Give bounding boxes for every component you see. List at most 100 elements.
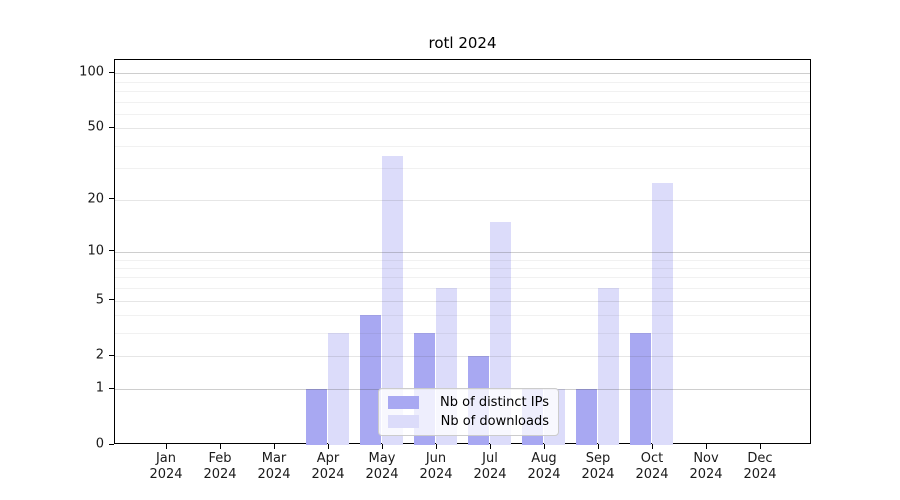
- x-tick-mark: [436, 444, 437, 449]
- bar-distinct-ips-sep-2024: [576, 389, 597, 445]
- x-tick-month: Jan: [155, 451, 177, 466]
- y-tick-label: 10: [87, 243, 104, 259]
- legend-item-downloads: Nb of downloads: [388, 414, 549, 429]
- x-tick-month: Feb: [208, 451, 232, 466]
- y-tick-mark: [109, 443, 114, 445]
- major-gridline: [115, 251, 810, 253]
- x-tick-mark: [274, 444, 275, 449]
- minor-gridline: [115, 259, 810, 261]
- major-gridline: [115, 199, 810, 201]
- x-tick-year: 2024: [203, 467, 237, 482]
- x-tick-mark: [490, 444, 491, 449]
- major-gridline: [115, 73, 810, 75]
- x-tick-month: Jul: [482, 451, 498, 466]
- bar-distinct-ips-may-2024: [360, 315, 381, 445]
- legend-label-distinct-ips: Nb of distinct IPs: [440, 395, 549, 411]
- bar-downloads-sep-2024: [598, 288, 619, 445]
- y-tick-label: 0: [95, 436, 104, 452]
- minor-gridline: [115, 288, 810, 290]
- x-tick-year: 2024: [581, 467, 615, 482]
- x-tick-month: Jun: [425, 451, 447, 466]
- x-tick-label: Jul 2024: [473, 451, 506, 483]
- major-gridline: [115, 356, 810, 358]
- y-tick-mark: [109, 198, 114, 200]
- x-tick-mark: [706, 444, 707, 449]
- x-tick-year: 2024: [149, 467, 183, 482]
- x-tick-month: Dec: [747, 451, 773, 466]
- x-tick-label: Jan 2024: [149, 451, 182, 483]
- bar-downloads-may-2024: [382, 156, 403, 445]
- x-tick-label: Apr 2024: [311, 451, 344, 483]
- x-tick-year: 2024: [311, 467, 345, 482]
- x-tick-mark: [760, 444, 761, 449]
- x-tick-month: Sep: [585, 451, 611, 466]
- x-tick-mark: [544, 444, 545, 449]
- x-tick-year: 2024: [257, 467, 291, 482]
- legend-item-distinct-ips: Nb of distinct IPs: [388, 395, 549, 410]
- x-tick-mark: [166, 444, 167, 449]
- y-tick-label: 5: [95, 292, 104, 308]
- minor-gridline: [115, 333, 810, 335]
- y-tick-mark: [109, 354, 114, 356]
- x-tick-year: 2024: [419, 467, 453, 482]
- minor-gridline: [115, 81, 810, 83]
- x-tick-month: May: [368, 451, 396, 466]
- y-tick-label: 20: [87, 191, 104, 207]
- minor-gridline: [115, 145, 810, 147]
- x-tick-label: Mar 2024: [257, 451, 290, 483]
- x-tick-year: 2024: [689, 467, 723, 482]
- y-tick-mark: [109, 387, 114, 389]
- minor-gridline: [115, 113, 810, 115]
- x-tick-label: Dec 2024: [743, 451, 776, 483]
- x-tick-year: 2024: [365, 467, 399, 482]
- legend-swatch-distinct-ips: [388, 396, 419, 410]
- major-gridline: [115, 300, 810, 302]
- chart-title: rotl 2024: [428, 34, 497, 52]
- x-tick-label: May 2024: [365, 451, 398, 483]
- minor-gridline: [115, 315, 810, 317]
- minor-gridline: [115, 267, 810, 269]
- y-tick-label: 2: [95, 347, 104, 363]
- x-tick-mark: [382, 444, 383, 449]
- x-tick-label: Sep 2024: [581, 451, 614, 483]
- minor-gridline: [115, 101, 810, 103]
- x-tick-mark: [328, 444, 329, 449]
- bar-distinct-ips-apr-2024: [306, 389, 327, 445]
- legend-label-downloads: Nb of downloads: [440, 413, 549, 429]
- x-tick-label: Jun 2024: [419, 451, 452, 483]
- x-tick-label: Feb 2024: [203, 451, 236, 483]
- x-tick-label: Oct 2024: [635, 451, 668, 483]
- legend-swatch-downloads: [388, 414, 419, 428]
- x-tick-year: 2024: [743, 467, 777, 482]
- bar-distinct-ips-oct-2024: [630, 333, 651, 445]
- bar-downloads-oct-2024: [652, 182, 673, 445]
- plot-area: [114, 59, 811, 445]
- bar-downloads-apr-2024: [328, 333, 349, 445]
- y-tick-mark: [109, 299, 114, 301]
- x-tick-label: Aug 2024: [527, 451, 560, 483]
- x-tick-year: 2024: [473, 467, 507, 482]
- y-tick-mark: [109, 71, 114, 73]
- x-tick-month: Oct: [640, 451, 664, 466]
- x-tick-year: 2024: [527, 467, 561, 482]
- major-gridline: [115, 128, 810, 130]
- minor-gridline: [115, 90, 810, 92]
- x-tick-label: Nov 2024: [689, 451, 722, 483]
- minor-gridline: [115, 277, 810, 279]
- legend: Nb of distinct IPs Nb of downloads: [378, 388, 559, 436]
- x-tick-year: 2024: [635, 467, 669, 482]
- x-tick-month: Aug: [531, 451, 557, 466]
- y-tick-label: 1: [95, 380, 104, 396]
- y-tick-mark: [109, 126, 114, 128]
- x-tick-month: Nov: [693, 451, 719, 466]
- x-tick-mark: [598, 444, 599, 449]
- y-tick-label: 100: [79, 64, 104, 80]
- x-tick-month: Apr: [316, 451, 340, 466]
- x-tick-month: Mar: [261, 451, 287, 466]
- x-tick-mark: [652, 444, 653, 449]
- minor-gridline: [115, 168, 810, 170]
- x-tick-mark: [220, 444, 221, 449]
- y-tick-mark: [109, 250, 114, 252]
- y-tick-label: 50: [87, 119, 104, 135]
